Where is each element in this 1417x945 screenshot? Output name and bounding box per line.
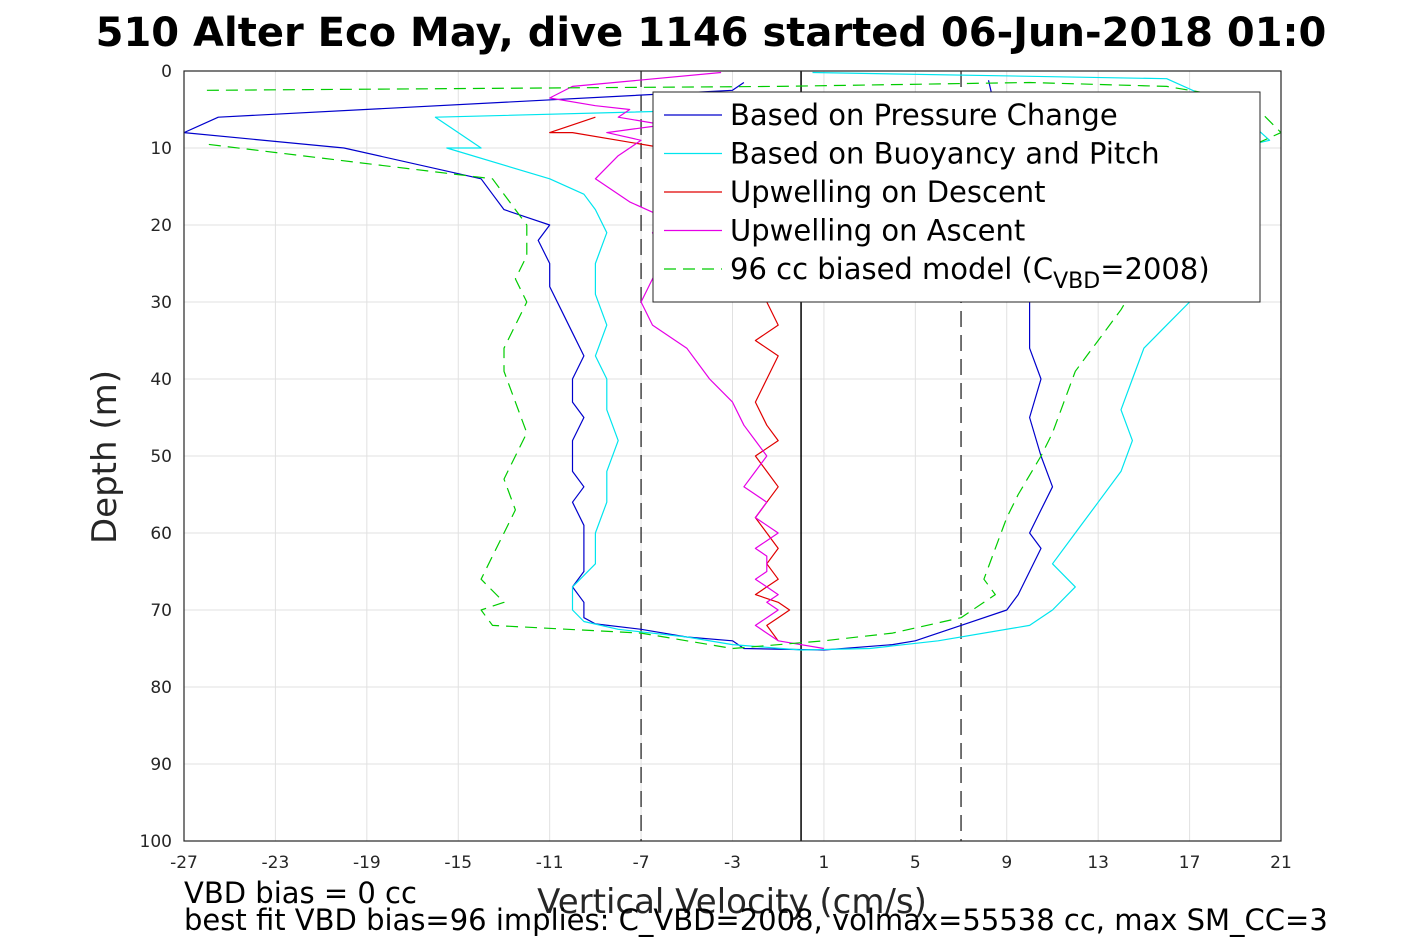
best-fit-note: best fit VBD bias=96 implies: C_VBD=2008… <box>184 903 1328 937</box>
y-tick-label: 70 <box>150 601 172 621</box>
legend-label: Upwelling on Descent <box>730 175 1046 209</box>
x-tick-label: 17 <box>1179 853 1201 873</box>
legend-label: Based on Buoyancy and Pitch <box>730 137 1160 171</box>
x-tick-label: 21 <box>1270 853 1292 873</box>
y-tick-label: 90 <box>150 755 172 775</box>
y-tick-label: 10 <box>150 139 172 159</box>
x-tick-label: -19 <box>353 853 381 873</box>
x-tick-label: 9 <box>1001 853 1012 873</box>
series-line-4 <box>549 71 824 650</box>
x-axis-label: Vertical Velocity (cm/s) <box>537 882 927 922</box>
x-tick-label: -3 <box>724 853 741 873</box>
x-tick-label: 13 <box>1087 853 1109 873</box>
chart-title: 510 Alter Eco May, dive 1146 started 06-… <box>96 10 1327 56</box>
legend-label: 96 cc biased model (CVBD=2008) <box>730 252 1210 294</box>
series-line-1 <box>184 80 1054 651</box>
y-tick-label: 60 <box>150 524 172 544</box>
y-tick-label: 30 <box>150 293 172 313</box>
y-tick-label: 50 <box>150 447 172 467</box>
legend-label: Based on Pressure Change <box>730 98 1118 132</box>
y-tick-label: 40 <box>150 370 172 390</box>
legend-label: Upwelling on Ascent <box>730 214 1025 248</box>
x-tick-label: -27 <box>170 853 198 873</box>
x-tick-label: -7 <box>633 853 650 873</box>
y-tick-label: 100 <box>140 832 172 852</box>
x-tick-label: 1 <box>819 853 830 873</box>
x-tick-label: 5 <box>910 853 921 873</box>
y-tick-label: 80 <box>150 678 172 698</box>
x-tick-labels: -27 -23 -19 -15 -11 -7 -3 1 5 9 13 17 21 <box>170 853 1292 873</box>
series-line-5 <box>206 81 1281 650</box>
legend-box <box>652 91 1261 303</box>
legend: Based on Pressure Change Based on Buoyanc… <box>652 91 1261 303</box>
y-tick-label: 0 <box>161 62 172 82</box>
x-tick-label: -23 <box>262 853 290 873</box>
y-axis-label: Depth (m) <box>85 370 125 544</box>
x-tick-label: -11 <box>536 853 564 873</box>
x-tick-label: -15 <box>444 853 472 873</box>
y-tick-labels: 0 10 20 30 40 50 60 70 80 90 100 <box>140 62 172 852</box>
vbd-bias-note: VBD bias = 0 cc <box>184 876 417 910</box>
plot-frame <box>183 70 1282 842</box>
y-tick-label: 20 <box>150 216 172 236</box>
